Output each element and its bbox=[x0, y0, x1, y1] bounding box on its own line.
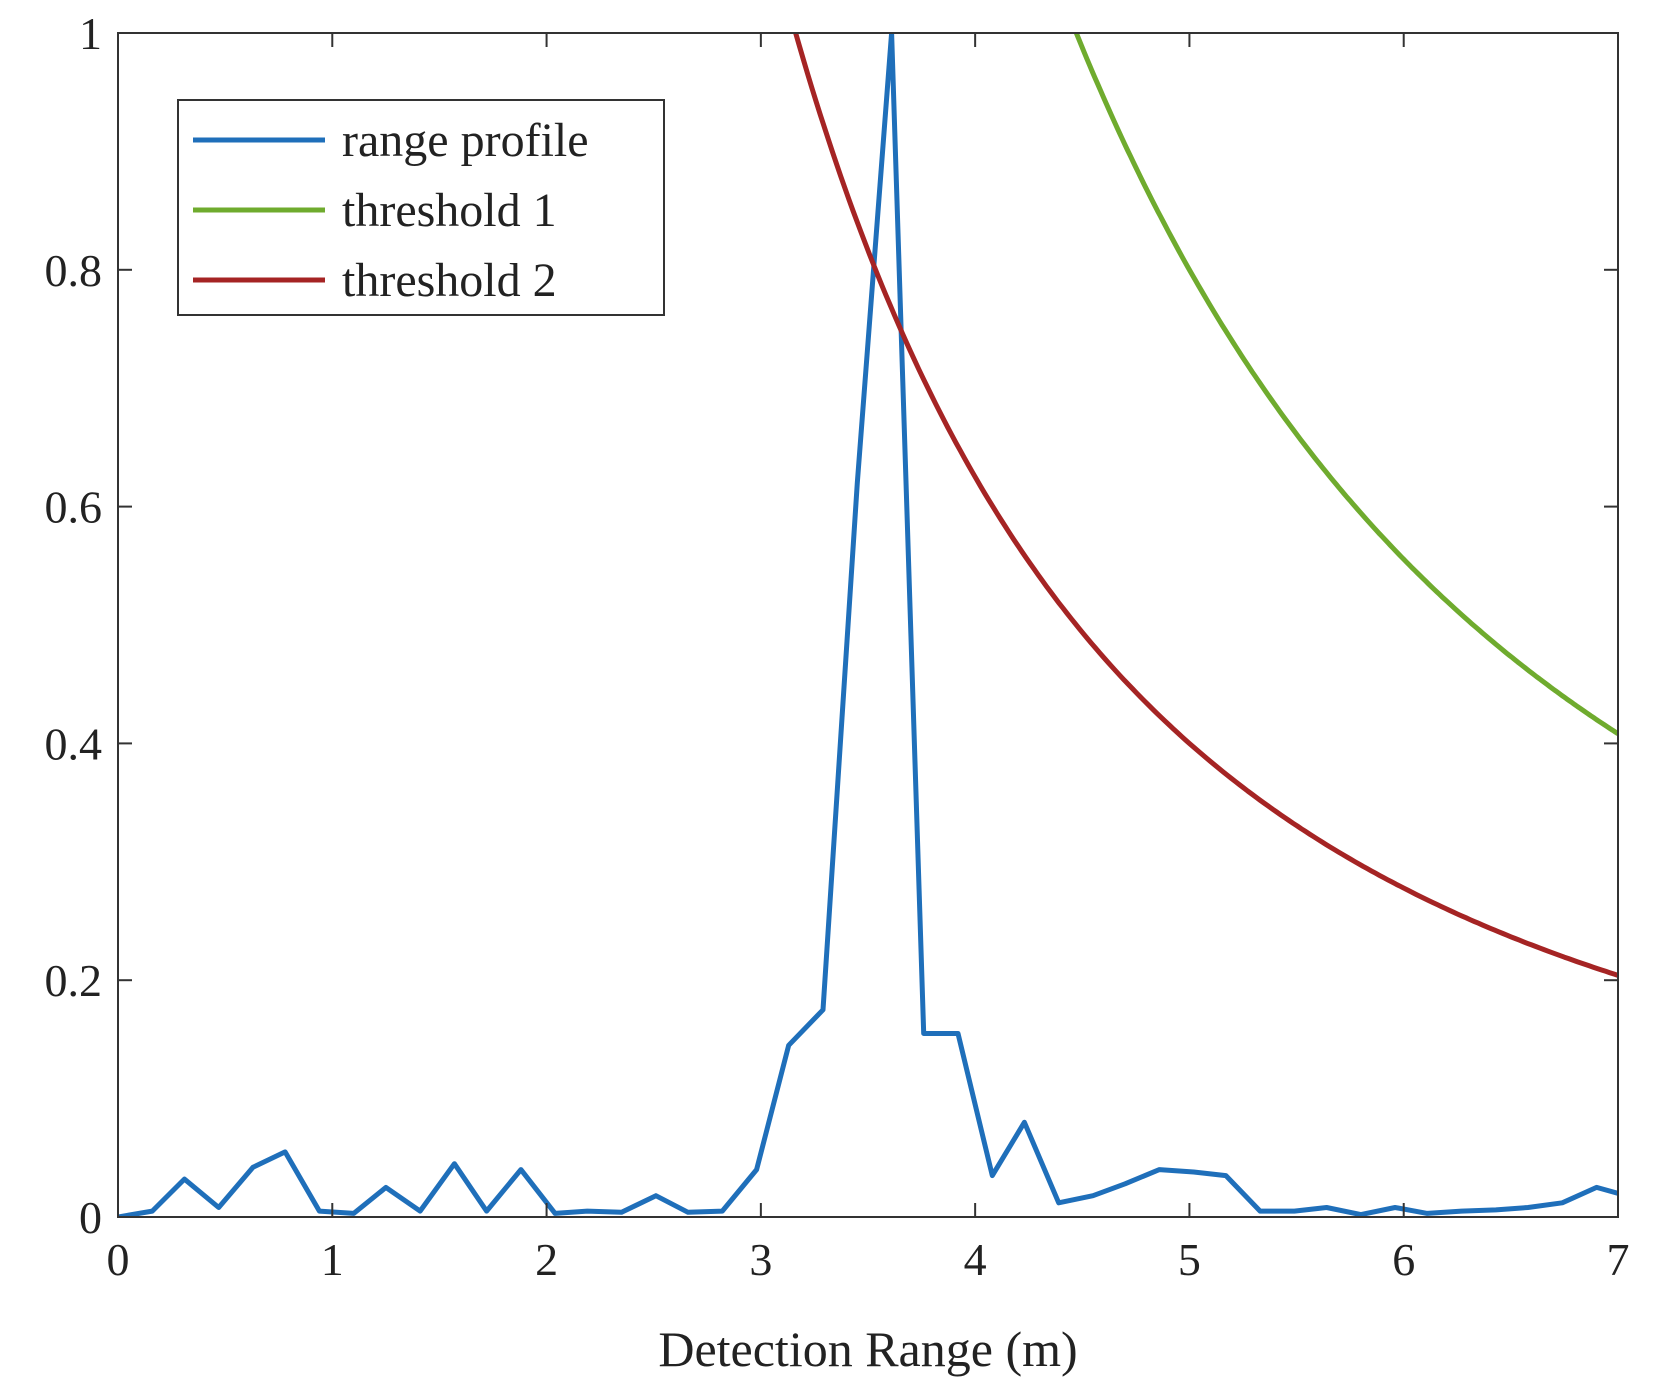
series-line-2 bbox=[1073, 33, 1618, 736]
x-tick-label: 7 bbox=[1607, 1234, 1630, 1285]
x-tick-label: 0 bbox=[107, 1234, 130, 1285]
axes-box bbox=[117, 32, 1619, 1218]
x-axis-label: Detection Range (m) bbox=[658, 1321, 1077, 1377]
y-tick-label: 0.4 bbox=[45, 718, 103, 769]
x-tick-label: 4 bbox=[964, 1234, 987, 1285]
y-tick-label: 0 bbox=[79, 1192, 102, 1243]
y-tick-label: 0.6 bbox=[45, 482, 103, 533]
x-tick-label: 3 bbox=[749, 1234, 772, 1285]
legend-label: threshold 2 bbox=[342, 254, 557, 307]
x-tick-label: 1 bbox=[321, 1234, 344, 1285]
legend-label: threshold 1 bbox=[342, 184, 557, 237]
x-tick-label: 2 bbox=[535, 1234, 558, 1285]
legend: range profile threshold 1 threshold 2 bbox=[177, 99, 665, 316]
y-tick-label: 0.2 bbox=[45, 955, 103, 1006]
series-line-3 bbox=[793, 33, 1618, 978]
series-line-1 bbox=[118, 33, 1618, 1217]
y-tick-label: 0.8 bbox=[45, 245, 103, 296]
x-tick-label: 6 bbox=[1392, 1234, 1415, 1285]
legend-label: range profile bbox=[342, 114, 589, 167]
x-tick-label: 5 bbox=[1178, 1234, 1201, 1285]
y-tick-label: 1 bbox=[79, 8, 102, 59]
